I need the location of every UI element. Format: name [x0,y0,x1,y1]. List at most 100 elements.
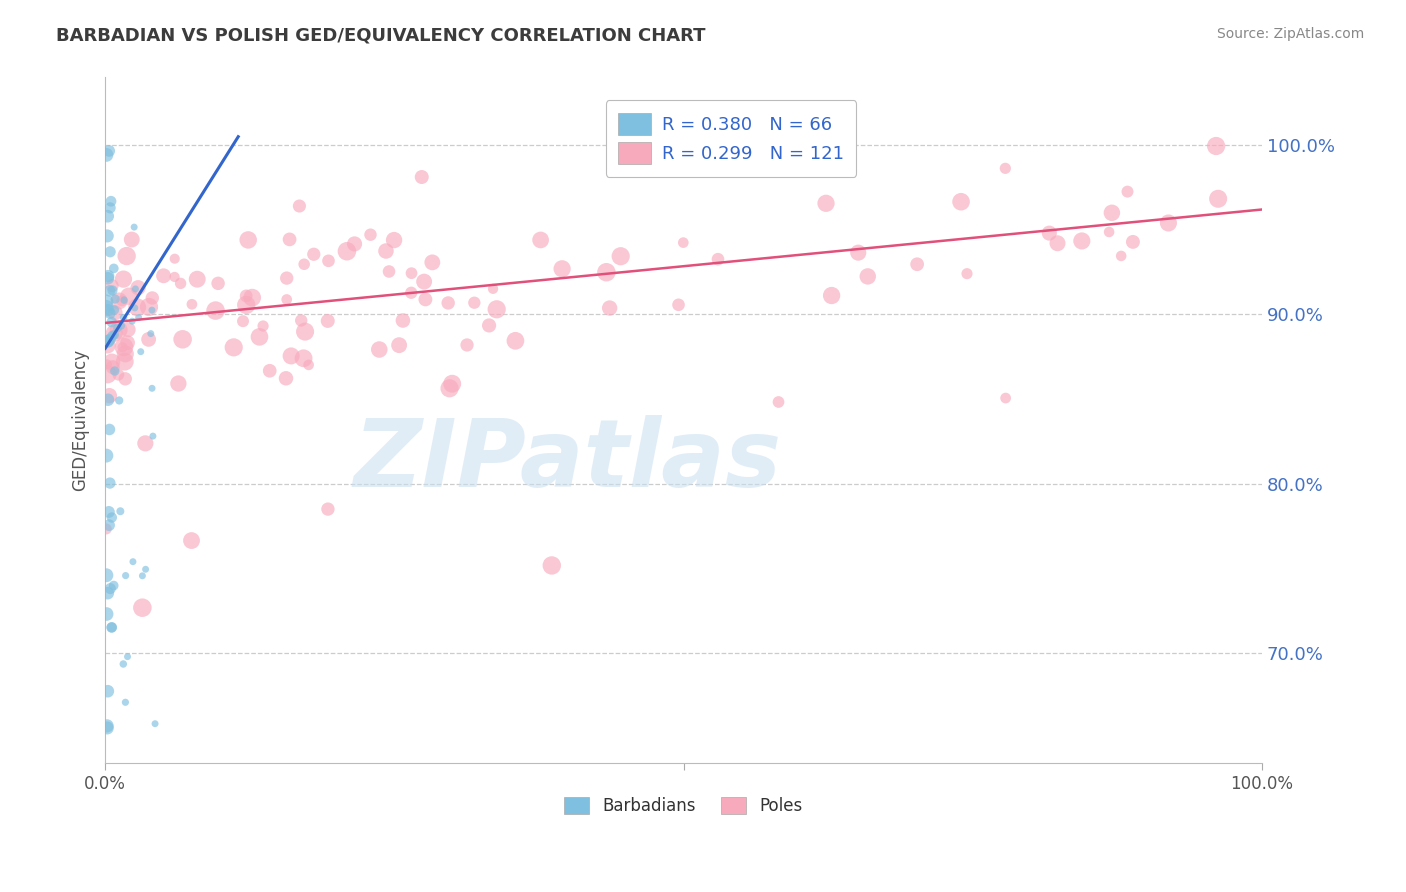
Point [101,284,124,298]
Point [672,235,695,250]
Point [1070,234,1092,248]
Point [252,318,274,333]
Point [1101,206,1123,220]
Point [131,569,153,583]
Point [98,244,121,259]
Point [368,343,391,357]
Point [336,244,359,259]
Point [420,255,443,269]
Point [668,298,690,312]
Point [905,257,928,271]
Point [96,338,118,352]
Point [97,392,120,407]
Point [276,293,298,307]
Point [180,533,202,548]
Point [318,253,340,268]
Point [114,695,136,709]
Point [298,358,321,372]
Point [249,330,271,344]
Point [114,568,136,582]
Point [112,293,135,307]
Point [1116,185,1139,199]
Point [530,233,553,247]
Point [97,334,120,349]
Point [96,607,118,621]
Point [599,301,621,315]
Point [388,338,411,352]
Point [240,291,263,305]
Text: BARBADIAN VS POLISH GED/EQUIVALENCY CORRELATION CHART: BARBADIAN VS POLISH GED/EQUIVALENCY CORR… [56,27,706,45]
Point [101,620,124,634]
Point [98,476,121,491]
Point [551,261,574,276]
Point [375,244,398,258]
Point [1157,216,1180,230]
Point [439,381,461,395]
Point [276,271,298,285]
Point [103,261,125,276]
Point [96,368,118,382]
Point [463,295,485,310]
Point [1046,236,1069,251]
Point [172,332,194,346]
Point [98,389,121,403]
Point [290,313,312,327]
Point [343,236,366,251]
Point [456,338,478,352]
Point [114,354,136,368]
Point [114,347,136,361]
Point [437,296,460,310]
Point [96,228,118,243]
Point [129,344,152,359]
Point [204,303,226,318]
Point [846,245,869,260]
Point [101,510,124,524]
Point [259,364,281,378]
Point [485,302,508,317]
Point [117,335,139,350]
Point [441,376,464,391]
Point [1098,225,1121,239]
Point [143,716,166,731]
Point [97,209,120,223]
Point [382,233,405,247]
Point [399,285,422,300]
Point [96,294,118,309]
Point [294,325,316,339]
Point [103,578,125,592]
Point [108,393,131,408]
Point [112,310,135,325]
Point [127,281,149,295]
Point [97,505,120,519]
Point [238,233,260,247]
Point [1109,249,1132,263]
Point [292,351,315,366]
Point [124,282,146,296]
Point [131,600,153,615]
Point [97,586,120,600]
Point [128,310,150,325]
Point [100,620,122,634]
Point [104,364,127,378]
Point [707,252,730,267]
Point [98,422,121,436]
Point [167,376,190,391]
Point [856,269,879,284]
Point [98,306,121,320]
Point [124,301,146,315]
Point [814,196,837,211]
Point [302,247,325,261]
Point [820,288,842,302]
Point [96,721,118,735]
Point [288,199,311,213]
Point [360,227,382,242]
Point [316,314,339,328]
Point [122,220,145,235]
Point [101,328,124,343]
Point [110,504,132,518]
Point [994,391,1017,405]
Point [505,334,527,348]
Point [138,332,160,346]
Point [141,381,163,395]
Legend: Barbadians, Poles: Barbadians, Poles [555,789,811,823]
